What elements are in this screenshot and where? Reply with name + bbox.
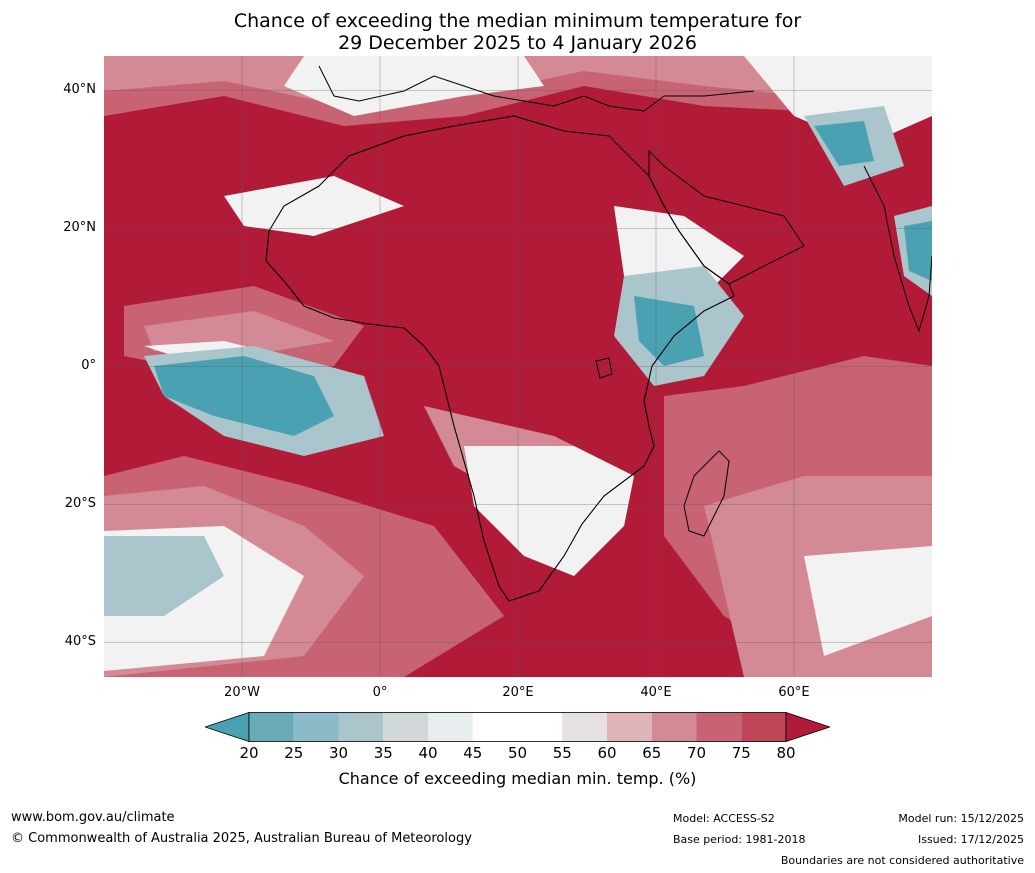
colorbar-segment bbox=[293, 712, 339, 742]
title-line-2: 29 December 2025 to 4 January 2026 bbox=[338, 32, 697, 54]
footer-model-run: Model run: 15/12/2025 bbox=[898, 812, 1024, 825]
colorbar-segment bbox=[696, 712, 742, 742]
india-coastline bbox=[863, 165, 932, 333]
lat-label-20n: 20°N bbox=[63, 220, 96, 235]
colorbar-tick-label: 45 bbox=[463, 744, 483, 762]
footer-issued: Issued: 17/12/2025 bbox=[917, 833, 1024, 846]
probability-below-25-zones bbox=[154, 121, 932, 436]
lake-victoria bbox=[595, 357, 613, 379]
footer-url: www.bom.gov.au/climate bbox=[11, 810, 175, 825]
colorbar-tick-label: 55 bbox=[552, 744, 572, 762]
lat-label-20s: 20°S bbox=[64, 496, 96, 511]
footer-disclaimer: Boundaries are not considered authoritat… bbox=[780, 854, 1024, 867]
europe-coastline bbox=[318, 65, 755, 112]
lat-label-0: 0° bbox=[81, 358, 96, 373]
colorbar-under-arrow bbox=[205, 712, 250, 742]
africa-coastline bbox=[265, 115, 735, 602]
colorbar-segment bbox=[651, 712, 697, 742]
footer-copyright: © Commonwealth of Australia 2025, Austra… bbox=[11, 831, 472, 846]
colorbar-tick-label: 80 bbox=[776, 744, 796, 762]
colorbar-segment bbox=[562, 712, 607, 742]
map-title: Chance of exceeding the median minimum t… bbox=[0, 10, 1035, 54]
lat-label-40s: 40°S bbox=[64, 634, 96, 649]
colorbar-segment bbox=[607, 712, 652, 742]
colorbar-segment bbox=[249, 712, 294, 742]
title-line-1: Chance of exceeding the median minimum t… bbox=[233, 10, 802, 32]
colorbar-tick-label: 75 bbox=[731, 744, 751, 762]
lon-label-0: 0° bbox=[372, 685, 388, 700]
probability-map bbox=[104, 56, 932, 677]
colorbar-tick-label: 30 bbox=[328, 744, 349, 762]
colorbar-tick-label: 65 bbox=[642, 744, 662, 762]
colorbar bbox=[205, 712, 830, 742]
lat-label-40n: 40°N bbox=[63, 82, 96, 97]
colorbar-segment bbox=[472, 712, 518, 742]
colorbar-segment bbox=[741, 712, 786, 742]
colorbar-tick-label: 35 bbox=[373, 744, 393, 762]
colorbar-segment bbox=[383, 712, 428, 742]
madagascar-coastline bbox=[683, 450, 730, 537]
colorbar-over-arrow bbox=[785, 712, 830, 742]
lon-label-60e: 60°E bbox=[778, 685, 810, 700]
lon-label-20e: 20°E bbox=[502, 685, 534, 700]
footer-base-period: Base period: 1981-2018 bbox=[673, 833, 806, 846]
arabian-peninsula-coastline bbox=[648, 149, 805, 285]
colorbar-tick-label: 50 bbox=[507, 744, 528, 762]
colorbar-tick-label: 60 bbox=[597, 744, 617, 762]
footer-model: Model: ACCESS-S2 bbox=[673, 812, 775, 825]
colorbar-tick-label: 20 bbox=[239, 744, 259, 762]
lon-label-40e: 40°E bbox=[640, 685, 672, 700]
colorbar-segment bbox=[338, 712, 384, 742]
colorbar-label: Chance of exceeding median min. temp. (%… bbox=[338, 769, 697, 788]
graticule bbox=[104, 56, 932, 677]
colorbar-tick-label: 40 bbox=[418, 744, 438, 762]
colorbar-tick-label: 70 bbox=[686, 744, 707, 762]
lon-label-20w: 20°W bbox=[224, 685, 260, 700]
colorbar-segment bbox=[428, 712, 473, 742]
colorbar-tick-label: 25 bbox=[284, 744, 304, 762]
colorbar-segment bbox=[517, 712, 563, 742]
